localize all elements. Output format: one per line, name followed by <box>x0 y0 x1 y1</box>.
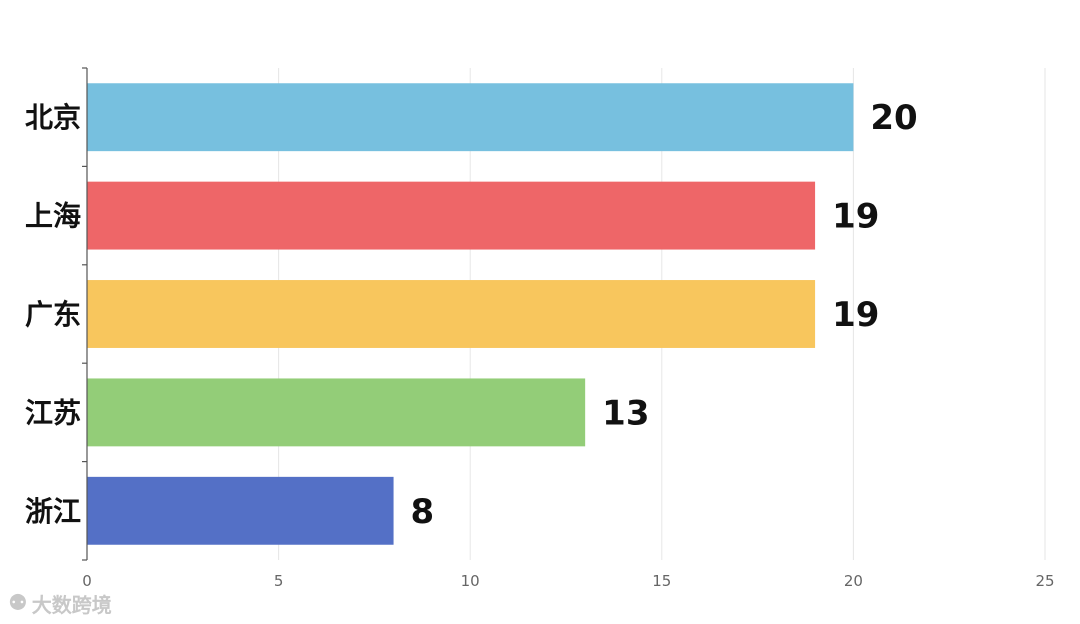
logo-icon: ⚉ <box>8 591 28 616</box>
category-label: 江苏 <box>25 396 81 429</box>
value-label: 20 <box>870 98 917 138</box>
category-label: 北京 <box>25 101 81 134</box>
category-label: 上海 <box>25 200 81 233</box>
bar <box>87 181 816 250</box>
x-tick-label: 25 <box>1035 572 1054 590</box>
value-label: 19 <box>832 197 879 237</box>
bar <box>87 476 394 545</box>
x-tick-label: 15 <box>652 572 671 590</box>
x-tick-label: 5 <box>274 572 284 590</box>
labels: 0 5 10 15 20 25 北京 20 上海 19 广东 19 江苏 13 浙江 8 <box>25 98 1055 590</box>
x-tick-label: 0 <box>82 572 92 590</box>
bar <box>87 83 854 152</box>
watermark: ⚉ 大数跨境 <box>8 589 112 618</box>
x-tick-label: 10 <box>461 572 480 590</box>
bars <box>87 83 854 545</box>
watermark-text: 大数跨境 <box>31 593 112 617</box>
category-label: 广东 <box>25 298 81 331</box>
y-axis <box>82 67 88 561</box>
value-label: 8 <box>411 492 435 532</box>
bar <box>87 280 816 348</box>
x-tick-label: 20 <box>844 572 863 590</box>
value-label: 13 <box>602 393 649 433</box>
category-label: 浙江 <box>25 495 81 528</box>
value-label: 19 <box>832 295 879 335</box>
bar <box>87 378 586 447</box>
